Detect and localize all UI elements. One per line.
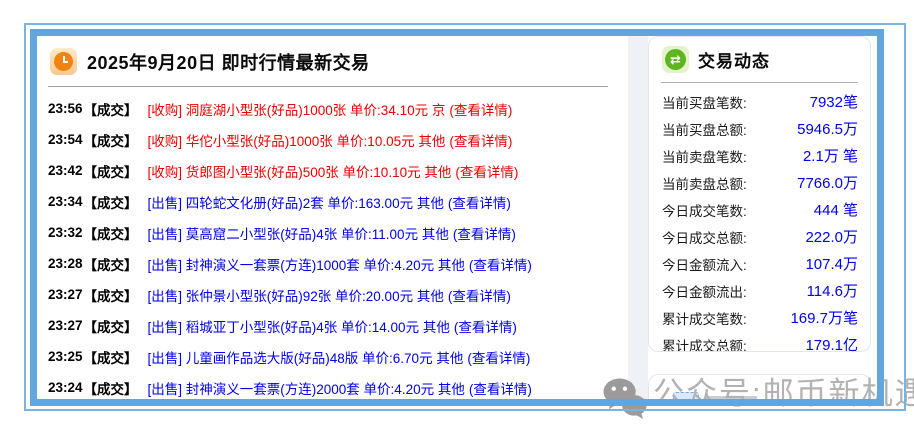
stat-value: 5946.5万	[797, 121, 858, 138]
transaction-status: 【成交】	[83, 350, 138, 366]
transaction-row: 23:27 【成交】 [出售] 张仲景小型张(好品)92张 单价:20.00元 …	[48, 279, 628, 310]
stat-label: 当前卖盘总额:	[662, 176, 747, 192]
panel-gutter	[628, 36, 648, 399]
stat-label: 当前卖盘笔数:	[662, 149, 747, 165]
transaction-time: 23:24	[48, 380, 83, 395]
stat-label: 当前买盘笔数:	[662, 95, 747, 111]
trade-dynamics-panel: ⇄ 交易动态 当前买盘笔数: 7932笔 当前买盘总额: 5946.5万 当前卖…	[648, 36, 871, 352]
transaction-row: 23:28 【成交】 [出售] 封神演义一套票(方连)1000套 单价:4.20…	[48, 248, 628, 279]
stat-row: 累计成交笔数: 169.7万笔	[649, 304, 870, 331]
header-divider	[48, 86, 608, 87]
stat-value: 179.1亿	[805, 337, 858, 352]
transaction-time: 23:27	[48, 318, 83, 333]
stat-value: 2.1万 笔	[802, 148, 858, 165]
stat-label: 今日成交笔数:	[662, 203, 747, 219]
transaction-row: 23:24 【成交】 [出售] 封神演义一套票(方连)2000套 单价:4.20…	[48, 372, 628, 399]
view-details-link[interactable]: (查看详情)	[468, 381, 532, 397]
transaction-time: 23:27	[48, 287, 83, 302]
transaction-description: [出售] 莫高窟二小型张(好品)4张 单价:11.00元 其他	[147, 226, 449, 242]
view-details-link[interactable]: (查看详情)	[455, 164, 519, 180]
latest-trades-title: 2025年9月20日 即时行情最新交易	[87, 52, 370, 73]
stat-value: 222.0万	[805, 229, 858, 246]
transaction-row: 23:27 【成交】 [出售] 稻城亚丁小型张(好品)4张 单价:14.00元 …	[48, 310, 628, 341]
clock-icon	[50, 48, 77, 75]
transaction-row: 23:34 【成交】 [出售] 四轮蛇文化册(好品)2套 单价:163.00元 …	[48, 186, 628, 217]
transaction-status: 【成交】	[83, 257, 138, 273]
stat-row: 当前卖盘总额: 7766.0万	[649, 169, 870, 196]
transaction-time: 23:56	[48, 101, 83, 116]
view-details-link[interactable]: (查看详情)	[447, 195, 511, 211]
transaction-row: 23:32 【成交】 [出售] 莫高窟二小型张(好品)4张 单价:11.00元 …	[48, 217, 628, 248]
exchange-icon: ⇄	[662, 46, 689, 73]
transaction-status: 【成交】	[83, 164, 138, 180]
transaction-row: 23:56 【成交】 [收购] 洞庭湖小型张(好品)1000张 单价:34.10…	[48, 93, 628, 124]
partial-content-fragment	[705, 396, 757, 399]
stat-value: 7932笔	[809, 94, 858, 111]
view-details-link[interactable]: (查看详情)	[447, 288, 511, 304]
trade-dynamics-header: ⇄ 交易动态	[649, 37, 870, 73]
stat-row: 当前买盘笔数: 7932笔	[649, 88, 870, 115]
transaction-description: [出售] 封神演义一套票(方连)1000套 单价:4.20元 其他	[147, 257, 465, 273]
transaction-description: [出售] 四轮蛇文化册(好品)2套 单价:163.00元 其他	[147, 195, 444, 211]
view-details-link[interactable]: (查看详情)	[449, 102, 513, 118]
transaction-description: [收购] 货郎图小型张(好品)500张 单价:10.10元 其他	[147, 164, 452, 180]
transaction-status: 【成交】	[83, 288, 138, 304]
stat-value: 7766.0万	[797, 175, 858, 192]
transaction-time: 23:54	[48, 132, 83, 147]
stat-label: 当前买盘总额:	[662, 122, 747, 138]
stat-value: 107.4万	[805, 256, 858, 273]
view-details-link[interactable]: (查看详情)	[453, 319, 517, 335]
stat-value: 169.7万笔	[790, 310, 858, 327]
transaction-status: 【成交】	[83, 133, 138, 149]
stat-label: 今日金额流出:	[662, 284, 747, 300]
transaction-time: 23:28	[48, 256, 83, 271]
stat-row: 今日金额流出: 114.6万	[649, 277, 870, 304]
transaction-description: [出售] 儿童画作品选大版(好品)48版 单价:6.70元 其他	[147, 350, 464, 366]
latest-trades-header: 2025年9月20日 即时行情最新交易	[37, 36, 628, 75]
stat-label: 累计成交总额:	[662, 338, 747, 352]
stat-label: 今日金额流入:	[662, 257, 747, 273]
view-details-link[interactable]: (查看详情)	[467, 350, 531, 366]
stats-list: 当前买盘笔数: 7932笔 当前买盘总额: 5946.5万 当前卖盘笔数: 2.…	[649, 83, 870, 352]
latest-trades-panel: 2025年9月20日 即时行情最新交易 23:56 【成交】 [收购] 洞庭湖小…	[37, 36, 628, 399]
transaction-description: [出售] 封神演义一套票(方连)2000套 单价:4.20元 其他	[147, 381, 465, 397]
stat-value: 444 笔	[813, 202, 858, 219]
stat-label: 今日成交总额:	[662, 230, 747, 246]
transaction-row: 23:42 【成交】 [收购] 货郎图小型张(好品)500张 单价:10.10元…	[48, 155, 628, 186]
stat-value: 114.6万	[806, 283, 858, 300]
transaction-time: 23:42	[48, 163, 83, 178]
stat-label: 累计成交笔数:	[662, 311, 747, 327]
transaction-row: 23:54 【成交】 [收购] 华佗小型张(好品)1000张 单价:10.05元…	[48, 124, 628, 155]
transaction-time: 23:25	[48, 349, 83, 364]
next-section-card-partial	[648, 374, 871, 399]
transaction-row: 23:25 【成交】 [出售] 儿童画作品选大版(好品)48版 单价:6.70元…	[48, 341, 628, 372]
stat-row: 今日成交笔数: 444 笔	[649, 196, 870, 223]
view-details-link[interactable]: (查看详情)	[449, 133, 513, 149]
transaction-description: [收购] 华佗小型张(好品)1000张 单价:10.05元 其他	[147, 133, 446, 149]
stat-row: 今日金额流入: 107.4万	[649, 250, 870, 277]
stat-row: 当前买盘总额: 5946.5万	[649, 115, 870, 142]
partial-content-fragment	[673, 392, 699, 399]
transaction-list: 23:56 【成交】 [收购] 洞庭湖小型张(好品)1000张 单价:34.10…	[37, 87, 628, 399]
stat-row: 今日成交总额: 222.0万	[649, 223, 870, 250]
transaction-status: 【成交】	[83, 381, 138, 397]
transaction-description: [出售] 张仲景小型张(好品)92张 单价:20.00元 其他	[147, 288, 444, 304]
transaction-time: 23:34	[48, 194, 83, 209]
transaction-status: 【成交】	[83, 195, 138, 211]
trade-dynamics-title: 交易动态	[698, 52, 770, 71]
transaction-status: 【成交】	[83, 319, 138, 335]
transaction-status: 【成交】	[83, 102, 138, 118]
stat-row: 累计成交总额: 179.1亿	[649, 331, 870, 352]
view-details-link[interactable]: (查看详情)	[468, 257, 532, 273]
transaction-description: [收购] 洞庭湖小型张(好品)1000张 单价:34.10元 京	[147, 102, 446, 118]
transaction-time: 23:32	[48, 225, 83, 240]
stat-row: 当前卖盘笔数: 2.1万 笔	[649, 142, 870, 169]
transaction-status: 【成交】	[83, 226, 138, 242]
transaction-description: [出售] 稻城亚丁小型张(好品)4张 单价:14.00元 其他	[147, 319, 450, 335]
view-details-link[interactable]: (查看详情)	[452, 226, 516, 242]
stats-divider	[661, 82, 858, 83]
